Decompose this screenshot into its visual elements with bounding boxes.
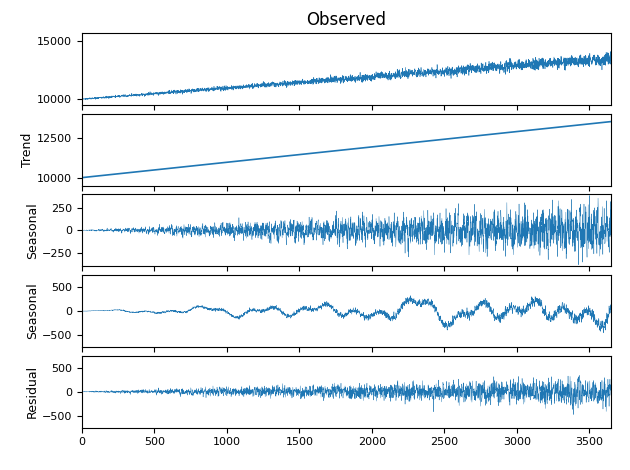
Y-axis label: Seasonal: Seasonal [26, 202, 39, 258]
Y-axis label: Trend: Trend [21, 133, 34, 167]
Y-axis label: Residual: Residual [26, 365, 39, 418]
Title: Observed: Observed [307, 10, 386, 29]
Y-axis label: Seasonal: Seasonal [26, 282, 39, 339]
